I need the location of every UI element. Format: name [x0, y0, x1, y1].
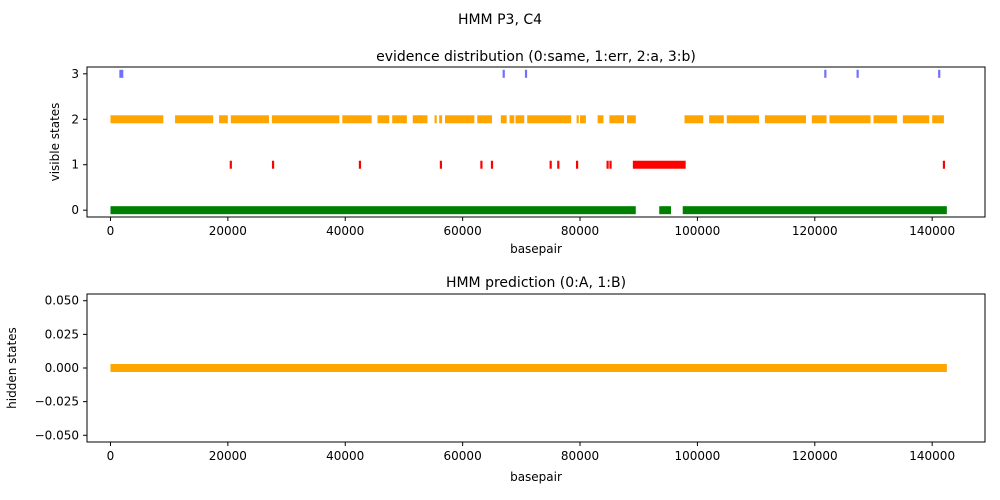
evidence-state2-segment	[597, 115, 604, 124]
evidence-state2-segment	[230, 115, 269, 124]
evidence-state2-segment	[873, 115, 897, 124]
evidence-state1-point	[271, 160, 275, 169]
prediction-xtick-label: 100000	[674, 449, 720, 463]
evidence-xtick-label: 140000	[909, 224, 955, 238]
evidence-state2-segment	[626, 115, 636, 124]
evidence-plot-marks	[110, 69, 947, 215]
evidence-state0-segment	[682, 206, 947, 215]
evidence-plot: evidence distribution (0:same, 1:err, 2:…	[48, 49, 986, 256]
evidence-ytick-label: 1	[71, 158, 79, 172]
prediction-state0-segment	[110, 364, 947, 372]
evidence-state2-segment	[902, 115, 930, 124]
evidence-state2-segment	[829, 115, 871, 124]
evidence-state2-segment	[684, 115, 704, 124]
evidence-state2-segment	[509, 115, 515, 124]
evidence-state3-point	[938, 69, 941, 78]
evidence-xtick-label: 120000	[792, 224, 838, 238]
evidence-state2-segment	[515, 115, 525, 124]
evidence-xtick-label: 0	[107, 224, 115, 238]
evidence-xtick-label: 40000	[326, 224, 364, 238]
prediction-ytick-label: 0.000	[45, 361, 79, 375]
evidence-state2-segment	[527, 115, 572, 124]
evidence-state2-segment	[445, 115, 475, 124]
evidence-state1-segment	[632, 160, 686, 169]
evidence-state2-segment	[271, 115, 340, 124]
evidence-state1-point	[439, 160, 443, 169]
prediction-xtick-label: 40000	[326, 449, 364, 463]
evidence-state2-segment	[439, 115, 443, 124]
evidence-state2-segment	[726, 115, 760, 124]
evidence-plot-xlabel: basepair	[510, 242, 562, 256]
evidence-state1-point	[490, 160, 494, 169]
evidence-state1-point	[557, 160, 560, 169]
evidence-state1-point	[549, 160, 552, 169]
evidence-state2-segment	[932, 115, 944, 124]
prediction-plot: HMM prediction (0:A, 1:B) 0 20000 40000 600…	[5, 275, 986, 484]
evidence-ytick-label: 0	[71, 203, 79, 217]
evidence-state3-point	[524, 69, 528, 78]
evidence-state2-point	[576, 115, 579, 124]
evidence-state0-segment	[659, 206, 671, 215]
evidence-state2-segment	[500, 115, 507, 124]
evidence-state2-segment	[477, 115, 492, 124]
evidence-state1-point	[606, 160, 609, 169]
prediction-xtick-label: 60000	[444, 449, 482, 463]
evidence-ytick-label: 2	[71, 112, 79, 126]
evidence-state2-segment	[342, 115, 372, 124]
evidence-state2-point	[418, 115, 421, 124]
prediction-plot-yticks: −0.050 −0.025 0.000 0.025 0.050	[35, 294, 87, 442]
prediction-plot-marks	[110, 364, 947, 372]
evidence-state2-segment	[110, 115, 164, 124]
evidence-state2-segment	[811, 115, 827, 124]
prediction-plot-ylabel: hidden states	[5, 327, 19, 409]
evidence-xtick-label: 80000	[561, 224, 599, 238]
evidence-plot-xticks: 0 20000 40000 60000 80000 100000 120000 140000	[107, 217, 955, 238]
prediction-xtick-label: 140000	[909, 449, 955, 463]
evidence-state3-point	[824, 69, 827, 78]
prediction-ytick-label: 0.025	[45, 327, 79, 341]
evidence-state0-segment	[110, 206, 636, 215]
prediction-ytick-label: 0.050	[45, 294, 79, 308]
evidence-state3-point	[121, 69, 124, 78]
evidence-xtick-label: 20000	[209, 224, 247, 238]
evidence-state1-point	[942, 160, 946, 169]
evidence-state1-point	[575, 160, 579, 169]
prediction-ytick-label: −0.025	[35, 395, 79, 409]
evidence-state3-point	[502, 69, 505, 78]
evidence-xtick-label: 60000	[444, 224, 482, 238]
evidence-state2-segment	[709, 115, 724, 124]
prediction-ytick-label: −0.050	[35, 428, 79, 442]
evidence-state3-point	[856, 69, 859, 78]
prediction-xtick-label: 80000	[561, 449, 599, 463]
prediction-xtick-label: 20000	[209, 449, 247, 463]
evidence-state2-segment	[175, 115, 214, 124]
evidence-plot-yticks: 0 1 2 3	[71, 67, 87, 217]
evidence-state2-segment	[764, 115, 806, 124]
prediction-xtick-label: 0	[107, 449, 115, 463]
evidence-plot-ylabel: visible states	[48, 103, 62, 182]
evidence-plot-title: evidence distribution (0:same, 1:err, 2:…	[376, 49, 696, 65]
prediction-plot-xticks: 0 20000 40000 60000 80000 100000 120000 140000	[107, 442, 955, 463]
figure-suptitle: HMM P3, C4	[458, 12, 542, 28]
prediction-plot-title: HMM prediction (0:A, 1:B)	[446, 275, 626, 291]
evidence-state2-segment	[377, 115, 390, 124]
evidence-state1-point	[480, 160, 483, 169]
evidence-state1-point	[609, 160, 612, 169]
evidence-state2-segment	[219, 115, 228, 124]
evidence-state2-segment	[580, 115, 586, 124]
evidence-xtick-label: 100000	[674, 224, 720, 238]
prediction-plot-xlabel: basepair	[510, 470, 562, 484]
evidence-state2-point	[434, 115, 437, 124]
evidence-state2-point	[616, 115, 619, 124]
evidence-ytick-label: 3	[71, 67, 79, 81]
evidence-plot-frame	[86, 66, 986, 218]
evidence-state2-segment	[392, 115, 407, 124]
evidence-state3-point	[119, 69, 122, 78]
prediction-xtick-label: 120000	[792, 449, 838, 463]
evidence-state1-point	[229, 160, 232, 169]
evidence-state1-point	[358, 160, 362, 169]
